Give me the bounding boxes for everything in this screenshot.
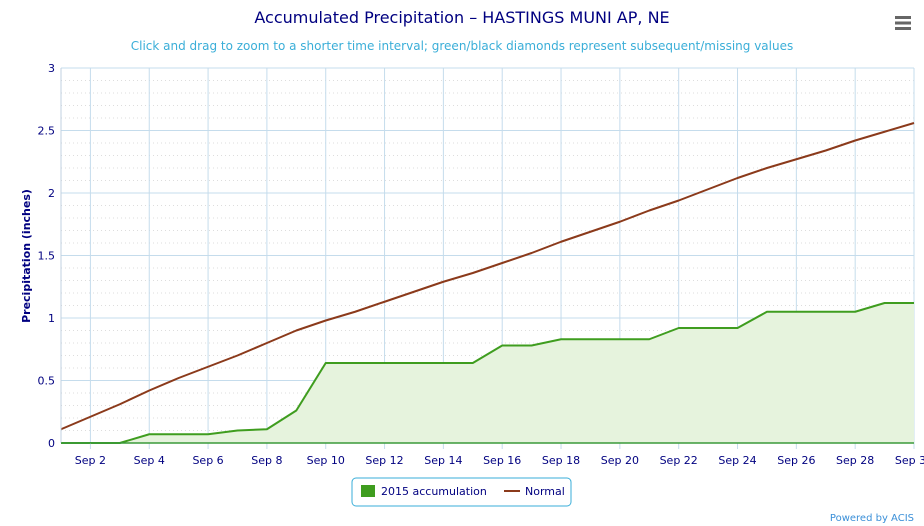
- x-tick-label: Sep 24: [718, 454, 756, 467]
- y-tick-label: 2.5: [38, 125, 56, 138]
- x-tick-label: Sep 14: [424, 454, 462, 467]
- x-tick-label: Sep 30: [895, 454, 924, 467]
- x-tick-label: Sep 4: [134, 454, 165, 467]
- series-line-2015-accumulation: [61, 302, 914, 444]
- x-tick-label: Sep 28: [836, 454, 874, 467]
- x-tick-label: Sep 6: [192, 454, 223, 467]
- x-axis-ticks: Sep 2 Sep 4 Sep 6 Sep 8 Sep 10 Sep 12 Sep 14 Se…: [75, 454, 924, 467]
- x-tick-label: Sep 20: [601, 454, 639, 467]
- x-tick-label: Sep 12: [365, 454, 403, 467]
- x-tick-label: Sep 18: [542, 454, 580, 467]
- y-tick-label: 0: [48, 437, 55, 450]
- y-tick-label: 0.5: [38, 375, 56, 388]
- hamburger-menu-icon[interactable]: [892, 12, 914, 34]
- x-tick-label: Sep 8: [251, 454, 282, 467]
- legend-item-normal[interactable]: Normal: [504, 485, 565, 498]
- chart-title: Accumulated Precipitation – HASTINGS MUN…: [254, 8, 669, 27]
- y-tick-label: 3: [48, 62, 55, 75]
- y-tick-label: 1.5: [38, 250, 56, 263]
- series-layer: [60, 122, 915, 444]
- y-tick-label: 2: [48, 187, 55, 200]
- legend: 2015 accumulation Normal: [351, 477, 572, 507]
- legend-item-2015-accumulation[interactable]: 2015 accumulation: [361, 485, 487, 498]
- legend-label-normal: Normal: [525, 485, 565, 498]
- series-line-normal: [60, 122, 915, 431]
- y-tick-label: 1: [48, 312, 55, 325]
- legend-swatch-2015-accumulation: [361, 485, 375, 497]
- axes: [60, 68, 915, 449]
- y-axis-ticks: 0 0.5 1 1.5 2 2.5 3: [38, 62, 56, 450]
- x-tick-label: Sep 10: [307, 454, 345, 467]
- x-tick-label: Sep 22: [660, 454, 698, 467]
- x-tick-label: Sep 2: [75, 454, 106, 467]
- credit-link[interactable]: Powered by ACIS: [830, 513, 914, 524]
- legend-label-2015-accumulation: 2015 accumulation: [381, 485, 487, 498]
- x-tick-label: Sep 16: [483, 454, 521, 467]
- chart-subtitle: Click and drag to zoom to a shorter time…: [131, 39, 793, 53]
- y-axis-label: Precipitation (inches): [20, 189, 33, 323]
- series-area-2015-accumulation: [61, 303, 914, 443]
- x-tick-label: Sep 26: [777, 454, 815, 467]
